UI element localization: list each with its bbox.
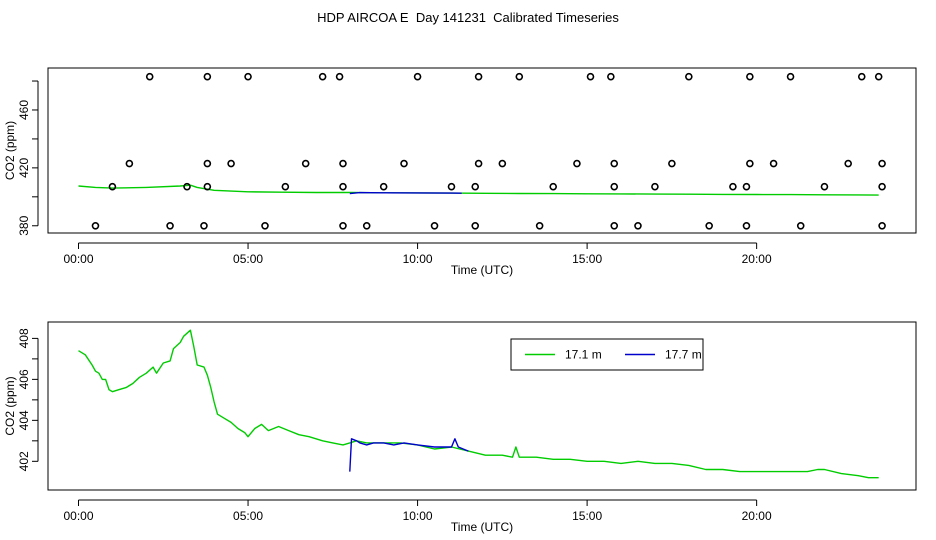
cal-marker-point — [362, 221, 371, 230]
plot-frame — [47, 67, 917, 234]
cal-marker-point — [400, 159, 408, 168]
cal-marker-point — [281, 182, 290, 191]
cal-marker-point — [651, 182, 659, 191]
cal-marker-point — [339, 182, 347, 191]
legend-box — [510, 338, 704, 371]
cal-marker-point — [335, 72, 344, 81]
cal-marker-point — [413, 72, 422, 81]
series-line-17-7-m — [349, 438, 469, 472]
cal-marker-point — [125, 159, 134, 168]
cal-marker-point — [668, 159, 676, 168]
cal-marker-point — [610, 159, 619, 168]
cal-marker-point — [705, 221, 713, 230]
cal-marker-point — [742, 182, 751, 191]
x-tick-label: 00:00 — [64, 252, 94, 266]
x-tick-label: 20:00 — [742, 509, 772, 523]
cal-marker-point — [471, 221, 480, 230]
cal-marker-point — [498, 159, 507, 168]
cal-marker-point — [183, 182, 191, 191]
cal-marker-point — [769, 159, 778, 168]
y-tick-label: 402 — [17, 451, 31, 471]
cal-marker-point — [844, 159, 852, 168]
y-tick-label: 460 — [17, 100, 31, 120]
cal-marker-point — [634, 221, 642, 230]
cal-marker-point — [200, 221, 208, 230]
cal-marker-point — [227, 159, 235, 168]
x-tick-label: 05:00 — [233, 509, 263, 523]
cal-marker-point — [607, 72, 615, 81]
chart-main-title: HDP AIRCOA E Day 141231 Calibrated Times… — [317, 10, 619, 25]
cal-marker-point — [430, 221, 439, 230]
x-axis-title: Time (UTC) — [451, 263, 513, 277]
cal-marker-point — [471, 182, 480, 191]
cal-marker-point — [474, 159, 483, 168]
y-tick-label: 420 — [17, 158, 31, 178]
x-tick-label: 10:00 — [403, 252, 433, 266]
cal-marker-point — [203, 159, 212, 168]
cal-marker-point — [796, 221, 805, 230]
cal-marker-point — [729, 182, 737, 191]
cal-marker-point — [878, 159, 886, 168]
cal-marker-point — [857, 72, 866, 81]
cal-marker-point — [91, 221, 100, 230]
cal-marker-point — [108, 182, 117, 191]
x-axis-title: Time (UTC) — [451, 520, 513, 534]
x-tick-label: 15:00 — [572, 252, 602, 266]
cal-marker-point — [573, 159, 581, 168]
cal-marker-point — [610, 182, 619, 191]
cal-marker-point — [203, 182, 212, 191]
plot-frame — [47, 321, 917, 491]
cal-marker-point — [244, 72, 252, 81]
cal-marker-point — [339, 159, 347, 168]
cal-marker-point — [261, 221, 269, 230]
x-tick-label: 20:00 — [742, 252, 772, 266]
y-tick-label: 404 — [17, 410, 31, 430]
x-tick-label: 10:00 — [403, 509, 433, 523]
cal-marker-point — [820, 182, 829, 191]
cal-marker-point — [586, 72, 595, 81]
cal-marker-point — [746, 72, 754, 81]
cal-marker-point — [610, 221, 619, 230]
top-panel: 00:00 05:00 10:00 15:00 20:00 Time (UTC) 380 42… — [3, 67, 917, 277]
cal-marker-point — [318, 72, 327, 81]
cal-marker-point — [746, 159, 754, 168]
x-tick-label: 05:00 — [233, 252, 263, 266]
cal-marker-point — [515, 72, 524, 81]
y-axis-title: CO2 (ppm) — [3, 376, 17, 435]
legend-label: 17.7 m — [665, 348, 702, 362]
y-tick-label: 380 — [17, 215, 31, 235]
series-line-17-1-m — [78, 329, 879, 479]
cal-marker-point — [145, 72, 154, 81]
x-tick-label: 00:00 — [64, 509, 94, 523]
cal-marker-point — [379, 182, 388, 191]
cal-marker-point — [535, 221, 544, 230]
cal-marker-point — [474, 72, 483, 81]
cal-marker-point — [685, 72, 693, 81]
x-tick-label: 15:00 — [572, 509, 602, 523]
y-axis-title: CO2 (ppm) — [3, 121, 17, 180]
bottom-panel: 00:00 05:00 10:00 15:00 20:00 Time (UTC) 402 40… — [3, 321, 917, 534]
cal-marker-point — [878, 182, 886, 191]
cal-marker-point — [447, 182, 456, 191]
cal-marker-point — [549, 182, 558, 191]
y-tick-label: 408 — [17, 328, 31, 348]
y-tick-label: 406 — [17, 369, 31, 389]
cal-marker-point — [339, 221, 347, 230]
cal-marker-point — [786, 72, 795, 81]
cal-marker-point — [166, 221, 174, 230]
legend-label: 17.1 m — [565, 348, 602, 362]
cal-marker-point — [203, 72, 212, 81]
cal-marker-point — [301, 159, 310, 168]
cal-marker-point — [742, 221, 751, 230]
cal-marker-point — [878, 221, 886, 230]
series-line-17-7-m — [349, 191, 462, 195]
cal-marker-point — [874, 72, 883, 81]
